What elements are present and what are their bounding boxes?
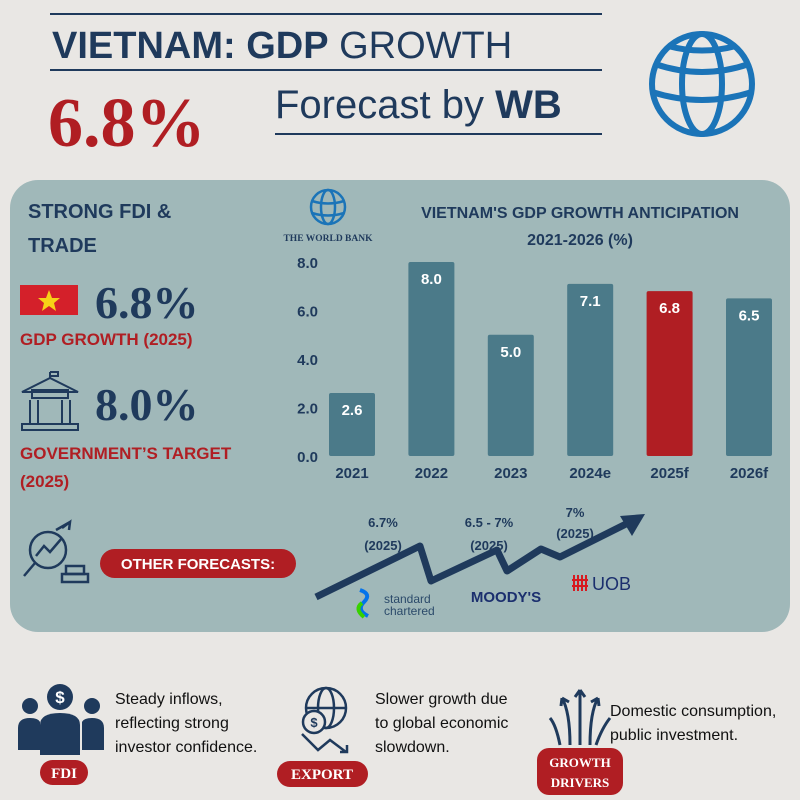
card-tag xyxy=(277,761,368,787)
card-text: Steady inflows, xyxy=(115,691,223,708)
forecast-pill xyxy=(100,549,296,578)
vietnam-flag xyxy=(20,285,78,315)
forecast-label: OTHER FORECASTS: xyxy=(121,556,275,573)
panel-heading: STRONG FDI & xyxy=(28,201,171,223)
arrow-head xyxy=(620,514,645,536)
title: VIETNAM: GDP GROWTH xyxy=(52,25,512,67)
card-tag-text: DRIVERS xyxy=(551,775,610,790)
card-text: Slower growth due xyxy=(375,691,508,708)
forecast-period: (2025) xyxy=(470,538,508,553)
card-tag xyxy=(40,760,88,785)
value-label: 7.1 xyxy=(580,293,601,310)
card-text: Domestic consumption, xyxy=(610,703,776,720)
forecast-text: Forecast by xyxy=(275,83,484,127)
bar xyxy=(646,291,693,456)
bar xyxy=(487,334,534,456)
value-label: 8.0 xyxy=(421,271,442,288)
x-tick-label: 2023 xyxy=(494,465,527,482)
card-tag-text: EXPORT xyxy=(291,767,353,783)
stat-value: 6.8% xyxy=(95,277,199,328)
fdi-icon: $ xyxy=(18,684,104,755)
svg-text:$: $ xyxy=(310,715,318,730)
chart-subtitle: 2021-2026 (%) xyxy=(527,232,633,249)
stat-label: GDP GROWTH (2025) xyxy=(20,330,193,349)
card-text: to global economic xyxy=(375,715,508,732)
value-label: 2.6 xyxy=(342,402,363,419)
forecast-source: UOB xyxy=(592,574,631,594)
y-tick-label: 8.0 xyxy=(297,255,318,272)
x-tick-label: 2025f xyxy=(650,465,689,482)
forecast-period: (2025) xyxy=(556,526,594,541)
chart-source: THE WORLD BANK xyxy=(283,234,373,244)
export-icon: $ xyxy=(301,686,349,754)
forecast-value: 6.7% xyxy=(368,515,398,530)
title-bold: VIETNAM: GDP xyxy=(52,25,329,67)
card-tag-text: FDI xyxy=(51,766,77,782)
card-text: investor confidence. xyxy=(115,739,257,756)
forecast-source: WB xyxy=(495,83,562,127)
globe-logo xyxy=(649,31,755,137)
y-tick-label: 6.0 xyxy=(297,304,318,321)
stat-value: 8.0% xyxy=(95,379,199,430)
bar xyxy=(726,298,772,456)
stat-label: GOVERNMENT’S TARGET xyxy=(20,444,232,463)
title-light: GROWTH xyxy=(339,25,512,67)
x-tick-label: 2022 xyxy=(415,465,448,482)
y-tick-label: 4.0 xyxy=(297,352,318,369)
card-text: slowdown. xyxy=(375,739,450,756)
card-text: reflecting strong xyxy=(115,715,229,732)
bar-chart: 0.0 2.0 4.0 6.0 8.0 2021 2.6 2022 8.0 2023 5.0 2024… xyxy=(297,255,772,482)
forecast-period: (2025) xyxy=(364,538,402,553)
forecast-value: 7% xyxy=(566,505,585,520)
y-tick-label: 0.0 xyxy=(297,449,318,466)
value-label: 6.8 xyxy=(659,300,680,317)
analysis-icon xyxy=(23,519,90,584)
forecast-source: standard xyxy=(384,592,431,606)
card-text: public investment. xyxy=(610,727,738,744)
standard-chartered-mark xyxy=(356,588,370,619)
forecast-source: chartered xyxy=(384,604,435,618)
bar xyxy=(408,262,455,456)
x-tick-label: 2024e xyxy=(569,465,611,482)
card-tag-text: GROWTH xyxy=(549,755,610,770)
svg-text:$: $ xyxy=(55,688,65,707)
card-tag xyxy=(537,748,623,795)
stat-label: (2025) xyxy=(20,472,69,491)
bar xyxy=(329,392,375,456)
x-tick-label: 2026f xyxy=(730,465,769,482)
bar xyxy=(567,283,614,456)
y-tick-label: 2.0 xyxy=(297,401,318,418)
value-label: 6.5 xyxy=(739,307,760,324)
growth-icon xyxy=(548,689,612,746)
world-bank-logo xyxy=(309,188,347,226)
headline-value: 6.8% xyxy=(48,85,206,162)
value-label: 5.0 xyxy=(500,344,521,361)
forecast-source: MOODY'S xyxy=(471,589,541,606)
trend-arrow xyxy=(314,519,630,601)
forecast-value: 6.5 - 7% xyxy=(465,515,514,530)
x-tick-label: 2021 xyxy=(335,465,368,482)
uob-mark xyxy=(572,575,588,591)
panel-heading: TRADE xyxy=(28,235,97,257)
government-icon xyxy=(21,371,79,431)
forecast-line: Forecast by WB xyxy=(275,83,562,127)
chart-title: VIETNAM'S GDP GROWTH ANTICIPATION xyxy=(421,205,739,222)
